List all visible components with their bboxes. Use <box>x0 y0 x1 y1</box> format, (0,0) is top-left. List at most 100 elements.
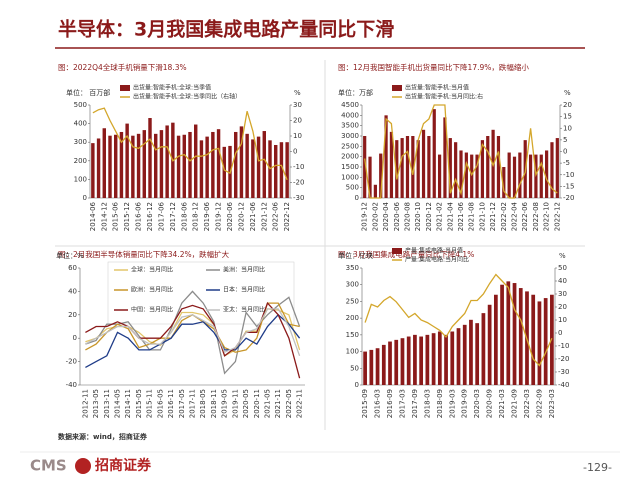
bar <box>199 140 204 198</box>
y-tick-label: 4500 <box>341 101 359 109</box>
bar <box>518 152 522 198</box>
x-tick-label: 2017-12 <box>169 202 177 231</box>
line-series <box>85 301 301 379</box>
bar <box>486 136 490 198</box>
x-tick-label: 2018-12 <box>192 202 200 231</box>
y2-tick-label: 30 <box>558 290 567 298</box>
bar <box>262 131 266 198</box>
bar <box>481 313 486 385</box>
y-tick-label: 40 <box>68 287 77 295</box>
y-tick-label: 200 <box>346 314 359 322</box>
y2-tick-label: -15 <box>563 182 574 190</box>
x-tick-label: 2016-09 <box>386 389 394 418</box>
legend-label: 出货量:智能手机:全球:当季同比（右轴） <box>133 93 241 101</box>
legend-label: 美洲：当月同比 <box>223 266 265 274</box>
y-tick-label: 0 <box>355 381 359 389</box>
source: 数据来源：wind，招商证券 <box>58 432 148 441</box>
x-tick-label: 2015-05 <box>135 389 143 418</box>
y-tick-label: 3500 <box>341 122 359 130</box>
x-tick-label: 2022-10 <box>543 202 551 231</box>
x-tick-label: 2013-05 <box>92 389 100 418</box>
y2-tick-label: 10 <box>293 132 302 140</box>
line-series <box>364 104 558 199</box>
bar <box>379 153 383 198</box>
x-tick-label: 2019-12 <box>361 202 369 231</box>
y-tick-label: 250 <box>346 297 359 305</box>
bar <box>475 323 480 385</box>
x-tick-label: 2015-12 <box>123 202 131 231</box>
bar <box>448 138 452 198</box>
bar <box>462 324 467 385</box>
bar <box>205 136 209 198</box>
y-unit: 单位： 百万部 <box>66 88 110 97</box>
y-tick-label: 50 <box>350 364 359 372</box>
bar <box>368 156 372 198</box>
y2-tick-label: -20 <box>293 179 304 187</box>
bar <box>419 336 424 385</box>
y2-tick-label: 20 <box>293 117 302 125</box>
x-tick-label: 2018-09 <box>436 389 444 418</box>
bar <box>480 140 485 198</box>
x-tick-label: 2022-02 <box>500 202 508 231</box>
chart-title: 图：2022Q4全球手机销量下滑18.3% <box>58 62 187 72</box>
y2-tick-label: -20 <box>558 355 569 363</box>
y2-tick-label: 0 <box>558 329 562 337</box>
bar <box>531 294 536 385</box>
y-tick-label: 3000 <box>341 132 359 140</box>
bar <box>395 140 399 198</box>
y-tick-label: 200 <box>74 157 87 165</box>
bar <box>512 156 517 198</box>
logo-mark <box>75 458 91 474</box>
legend-label: 出货量:智能手机:全球:当季值 <box>133 84 211 92</box>
legend-swatch <box>120 85 130 91</box>
bar <box>389 131 394 198</box>
bar <box>444 334 448 385</box>
x-tick-label: 2016-05 <box>156 389 164 418</box>
x-tick-label: 2021-06 <box>249 201 257 231</box>
x-tick-label: 2021-09 <box>511 389 519 418</box>
x-tick-label: 2021-12 <box>260 202 268 231</box>
bar <box>528 154 533 198</box>
y-tick-label: 0 <box>355 194 359 202</box>
bar <box>119 131 124 198</box>
x-tick-label: 2020-08 <box>403 202 411 231</box>
bar <box>506 281 511 385</box>
x-tick-label: 2022-04 <box>511 201 519 231</box>
bar <box>375 348 380 385</box>
x-tick-label: 2020-09 <box>486 389 494 418</box>
chart-title: 图：3月我国集成电路产量同比下降4.1% <box>338 249 474 259</box>
x-tick-label: 2022-12 <box>283 202 291 231</box>
x-tick-label: 2020-06 <box>393 201 401 231</box>
y-tick-label: 300 <box>346 281 359 289</box>
x-tick-label: 2021-06 <box>457 201 465 231</box>
x-tick-label: 2014-05 <box>114 389 122 418</box>
y-tick-label: 0 <box>83 194 87 202</box>
bar <box>363 136 367 198</box>
y2-tick-label: 40 <box>558 277 567 285</box>
y-tick-label: 20 <box>68 311 77 319</box>
bar <box>96 138 101 198</box>
bar <box>443 117 447 198</box>
x-tick-label: 2016-03 <box>374 389 382 418</box>
legend-label: 产量:集成电路:当月值 <box>405 247 463 255</box>
y-unit: 单位：万部 <box>338 88 373 97</box>
legend-swatch <box>392 85 402 91</box>
x-tick-label: 2018-05 <box>199 389 207 418</box>
x-tick-label: 2022-09 <box>535 389 543 418</box>
x-tick-label: 2021-10 <box>478 202 486 231</box>
y-tick-label: 2500 <box>341 142 359 150</box>
bar <box>176 135 181 198</box>
bar <box>251 139 255 198</box>
bar <box>437 154 442 198</box>
x-tick-label: 2019-09 <box>461 389 469 418</box>
y2-tick-label: 20 <box>558 303 567 311</box>
bar <box>400 138 404 198</box>
x-tick-label: 2018-03 <box>423 389 431 418</box>
y2-tick-label: 50 <box>558 264 567 272</box>
bar <box>518 288 523 385</box>
x-tick-label: 2014-12 <box>100 202 108 231</box>
legend-swatch <box>392 248 402 254</box>
y-tick-label: 1000 <box>341 173 359 181</box>
y2-tick-label: -10 <box>563 171 574 179</box>
